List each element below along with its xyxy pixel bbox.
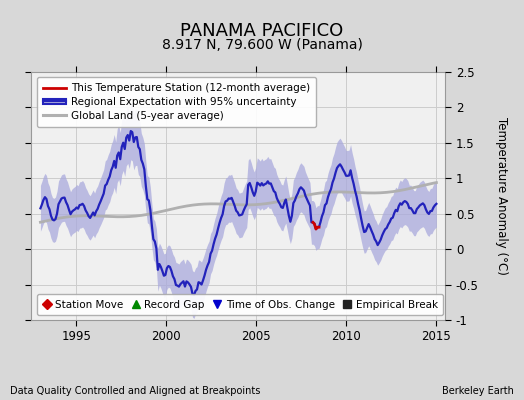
Y-axis label: Temperature Anomaly (°C): Temperature Anomaly (°C) [495,117,508,275]
Text: PANAMA PACIFICO: PANAMA PACIFICO [180,22,344,40]
Text: Data Quality Controlled and Aligned at Breakpoints: Data Quality Controlled and Aligned at B… [10,386,261,396]
Text: 8.917 N, 79.600 W (Panama): 8.917 N, 79.600 W (Panama) [161,38,363,52]
Legend: Station Move, Record Gap, Time of Obs. Change, Empirical Break: Station Move, Record Gap, Time of Obs. C… [37,294,443,315]
Text: Berkeley Earth: Berkeley Earth [442,386,514,396]
